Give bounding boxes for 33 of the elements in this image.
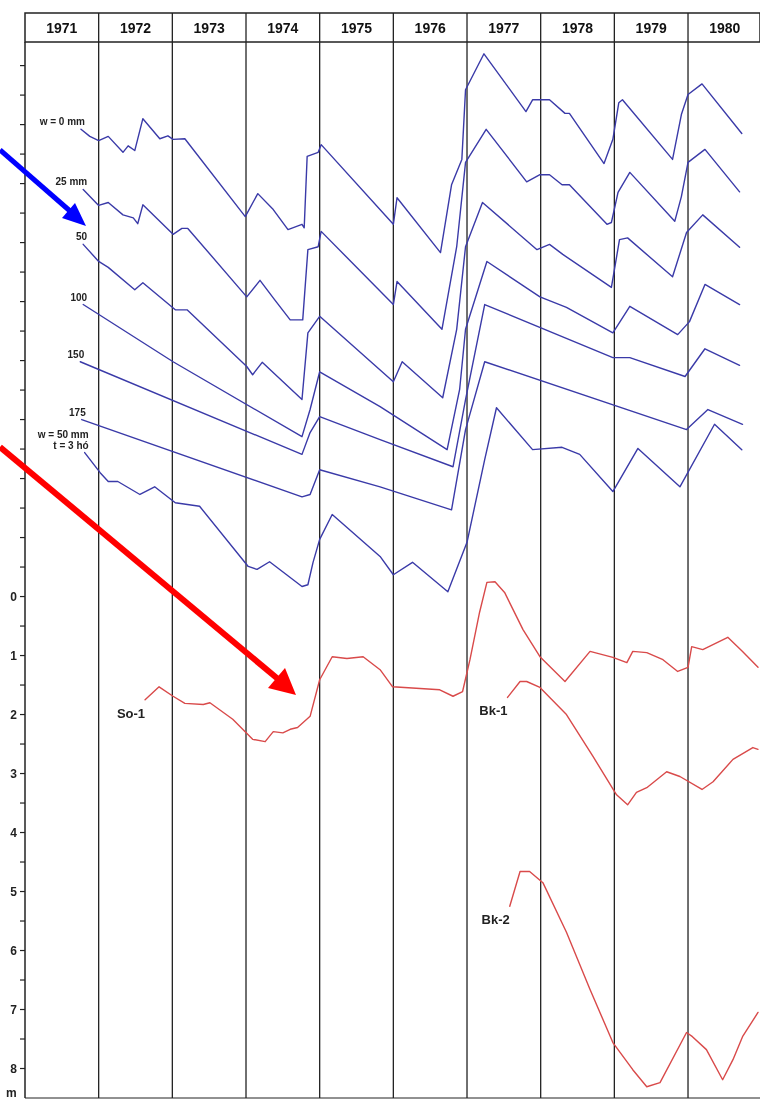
- x-tick-label: 1975: [340, 19, 373, 36]
- y-tick-label: 5: [10, 884, 18, 899]
- x-tick-label: 1979: [635, 19, 667, 36]
- y-tick-label: 0: [10, 589, 18, 604]
- line-series: [144, 581, 759, 743]
- x-tick-label: 1980: [709, 19, 741, 36]
- series-label: So-1: [116, 705, 146, 721]
- y-tick-label: 6: [10, 943, 18, 958]
- line-series: [509, 870, 759, 1088]
- series-label: 175: [69, 406, 87, 418]
- line-series: [506, 680, 759, 806]
- x-tick-label: 1972: [119, 19, 152, 36]
- x-tick-label: 1976: [414, 19, 446, 36]
- series-label: w = 0 mm: [38, 116, 86, 128]
- x-tick-label: 1973: [193, 19, 225, 36]
- series-label: 150: [67, 348, 85, 360]
- y-tick-label: 1: [10, 648, 18, 663]
- y-tick-label: 8: [10, 1061, 18, 1076]
- x-tick-label: 1977: [488, 19, 520, 36]
- y-tick-label: 7: [10, 1002, 18, 1017]
- y-axis-title: m: [6, 1086, 17, 1100]
- y-tick-label: 3: [10, 766, 18, 781]
- series-label: w = 50 mm t = 3 hó: [36, 428, 89, 451]
- x-tick-label: 1971: [46, 19, 78, 36]
- series-label: 25 mm: [55, 176, 88, 188]
- x-tick-label: 1974: [267, 19, 299, 36]
- x-tick-label: 1978: [561, 19, 594, 36]
- y-tick-label: 4: [10, 825, 18, 840]
- series-label: Bk-2: [481, 912, 510, 928]
- series-label: 50: [76, 231, 88, 243]
- series-label: Bk-1: [479, 703, 508, 719]
- y-tick-label: 2: [10, 707, 18, 722]
- series-label: 100: [70, 291, 88, 303]
